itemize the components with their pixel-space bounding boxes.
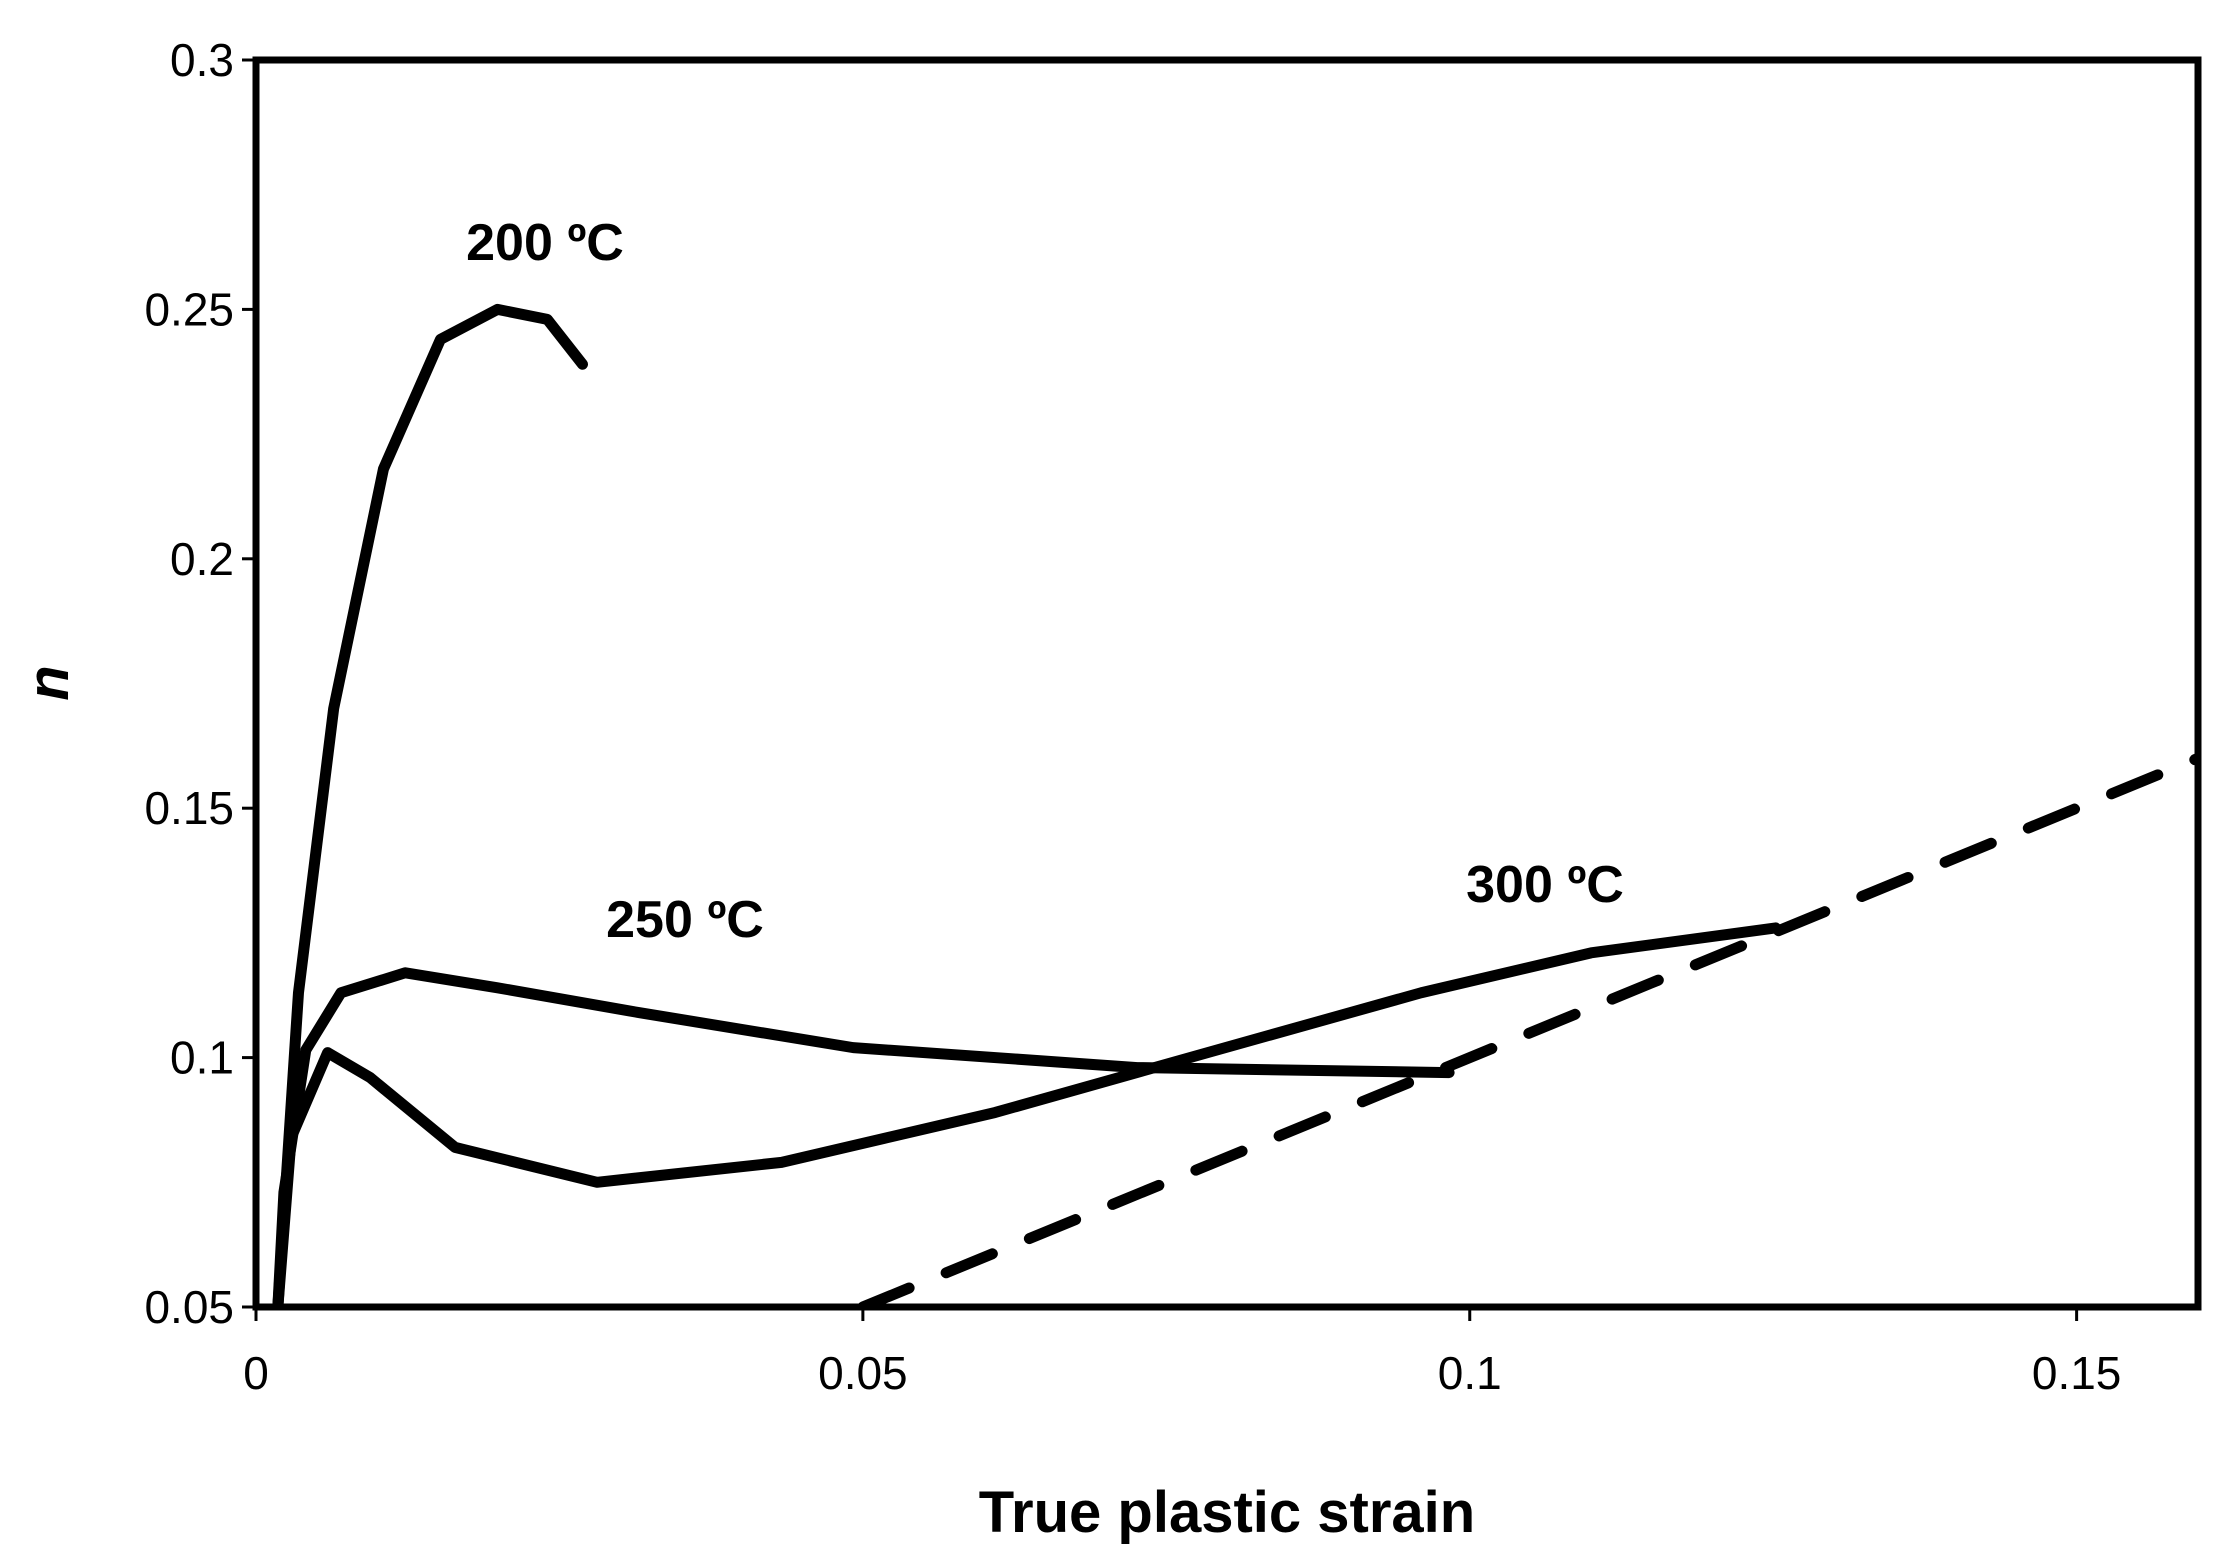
y-tick-label: 0.3 xyxy=(170,34,234,86)
plot-frame xyxy=(252,56,2202,1311)
x-tick-label: 0.15 xyxy=(2032,1347,2122,1399)
series-label: 300 ºC xyxy=(1466,856,1624,914)
x-tick-label: 0 xyxy=(243,1347,269,1399)
line xyxy=(272,922,1782,1307)
y-tick-label: 0.1 xyxy=(170,1032,234,1084)
dashed-line xyxy=(857,752,2198,1307)
x-tick-label: 0.05 xyxy=(818,1347,908,1399)
series-label: 200 ºC xyxy=(466,214,624,272)
y-tick-label: 0.15 xyxy=(144,782,234,834)
y-tick-label: 0.05 xyxy=(144,1281,234,1333)
y-axis-title: n xyxy=(16,665,81,700)
x-tick-label: 0.1 xyxy=(1438,1347,1502,1399)
y-tick-label: 0.2 xyxy=(170,533,234,585)
y-tick-label: 0.25 xyxy=(144,283,234,335)
series-label: 250 ºC xyxy=(606,891,764,949)
x-axis-title: True plastic strain xyxy=(979,1480,1475,1545)
line xyxy=(272,303,588,1307)
